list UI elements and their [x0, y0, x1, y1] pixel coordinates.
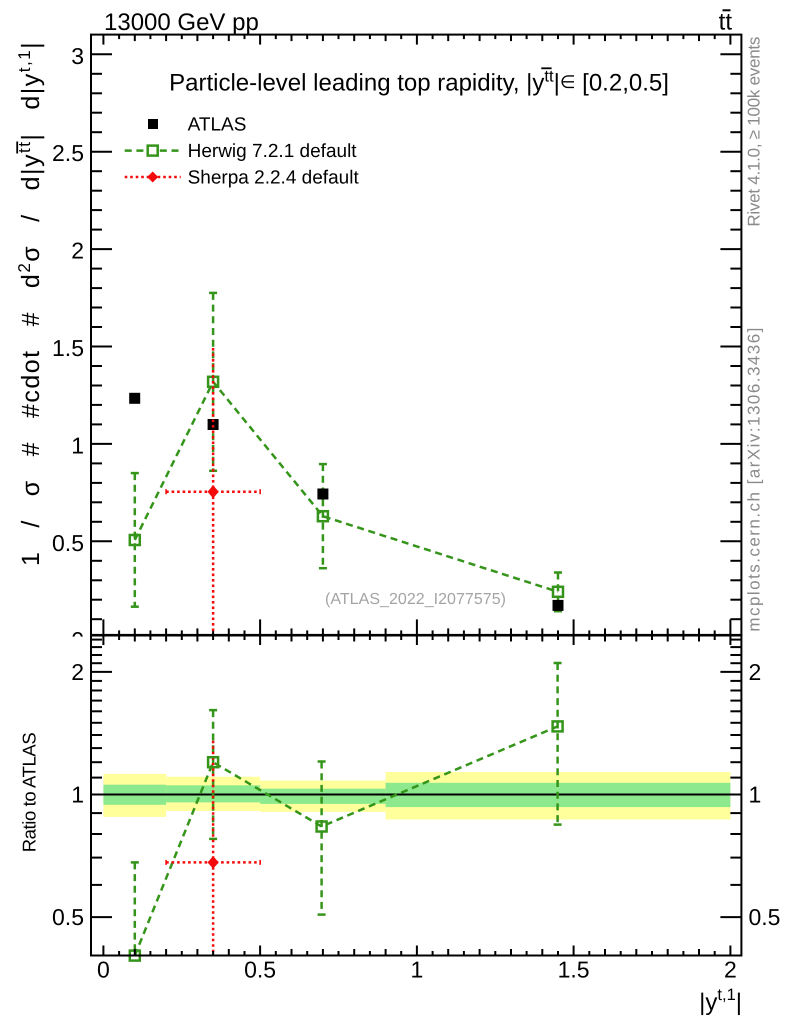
svg-text:1: 1 [71, 432, 84, 458]
svg-text:0.5: 0.5 [52, 530, 84, 556]
svg-text:(ATLAS_2022_I2077575): (ATLAS_2022_I2077575) [325, 591, 506, 608]
svg-text:Ratio to ATLAS: Ratio to ATLAS [19, 732, 40, 852]
svg-text:2: 2 [749, 659, 762, 685]
svg-text:2: 2 [71, 238, 84, 264]
svg-text:tt: tt [719, 9, 733, 36]
svg-text:1 / σ # #cdot # d2σ / d|ytt| d: 1 / σ # #cdot # d2σ / d|ytt| d|yt,1| [15, 41, 45, 566]
svg-text:3: 3 [71, 43, 84, 69]
svg-text:1.5: 1.5 [52, 335, 84, 361]
svg-text:2: 2 [724, 957, 737, 983]
svg-text:1: 1 [411, 957, 424, 983]
svg-text:1.5: 1.5 [558, 957, 590, 983]
svg-text:2.5: 2.5 [52, 140, 84, 166]
svg-text:13000 GeV pp: 13000 GeV pp [104, 9, 259, 36]
svg-text:1: 1 [71, 782, 84, 808]
svg-text:1: 1 [749, 782, 762, 808]
svg-text:Sherpa 2.2.4 default: Sherpa 2.2.4 default [188, 168, 360, 189]
svg-text:0.5: 0.5 [749, 904, 781, 930]
svg-text:0: 0 [97, 957, 110, 983]
svg-text:ATLAS: ATLAS [188, 114, 247, 135]
svg-text:Herwig 7.2.1 default: Herwig 7.2.1 default [188, 141, 358, 162]
svg-text:0.5: 0.5 [52, 904, 84, 930]
svg-text:0.5: 0.5 [244, 957, 276, 983]
svg-text:Rivet 4.1.0, ≥ 100k events: Rivet 4.1.0, ≥ 100k events [745, 37, 764, 227]
svg-text:Particle-level leading top rap: Particle-level leading top rapidity, |yt… [169, 68, 669, 97]
svg-text:2: 2 [71, 659, 84, 685]
